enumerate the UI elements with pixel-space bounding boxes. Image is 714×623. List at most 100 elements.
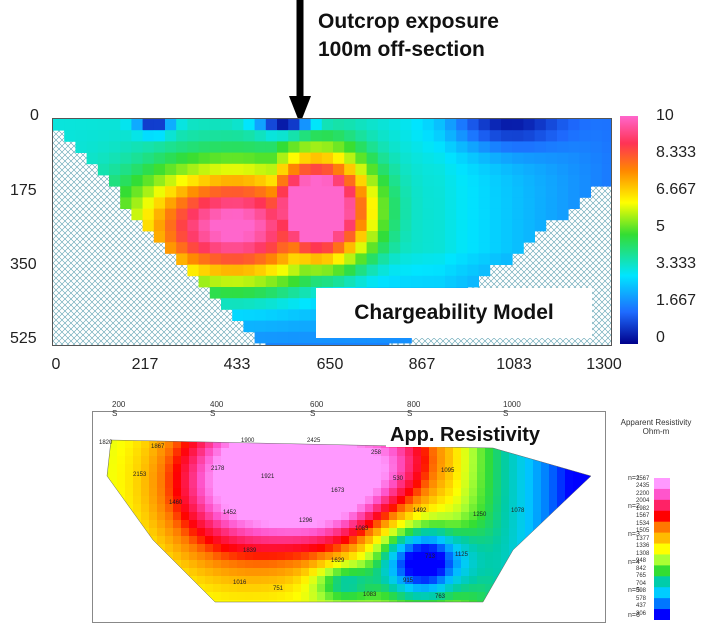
res-cell: [157, 456, 166, 465]
res-cell: [197, 440, 206, 449]
res-cell: [205, 608, 214, 617]
res-cell: [517, 536, 526, 545]
res-cell: [453, 456, 462, 465]
model-cell: [400, 141, 412, 153]
res-cell: [325, 496, 334, 505]
chargeability-title: Chargeability Model: [316, 288, 592, 338]
res-cell: [237, 560, 246, 569]
model-cell: [422, 253, 435, 265]
res-cell: [565, 536, 574, 545]
model-cell: [478, 253, 491, 265]
res-cell: [357, 576, 366, 585]
res-legend-tick: 2435: [636, 483, 650, 490]
model-cell: [445, 275, 457, 288]
res-cell: [141, 584, 150, 593]
res-cell: [477, 496, 486, 505]
res-cell: [301, 576, 310, 585]
res-cell: [269, 488, 278, 497]
model-cell: [310, 264, 323, 277]
model-cell: [366, 275, 379, 288]
res-cell: [269, 448, 278, 457]
model-cell: [165, 208, 177, 221]
res-cell: [525, 512, 534, 521]
res-cell: [107, 568, 110, 577]
res-cell: [197, 536, 206, 545]
res-cell: [493, 600, 502, 602]
res-cell: [269, 496, 278, 505]
res-cell: [93, 464, 102, 473]
model-cell: [221, 253, 233, 265]
res-cell: [277, 440, 286, 449]
res-cell: [589, 488, 591, 497]
res-cell: [253, 600, 262, 602]
res-cell: [301, 520, 310, 529]
res-cell: [461, 600, 470, 602]
res-cell: [549, 456, 558, 465]
res-cell: [349, 528, 358, 537]
res-cell: [389, 488, 398, 497]
model-cell: [221, 219, 233, 232]
model-cell: [265, 264, 278, 277]
model-cell: [277, 163, 289, 176]
y-tick-2: 350: [10, 256, 37, 273]
res-cell: [357, 544, 366, 553]
res-cell: [205, 584, 214, 593]
model-cell: [86, 119, 99, 131]
res-cell: [157, 440, 166, 449]
res-cell: [597, 472, 605, 481]
res-cell: [173, 584, 182, 593]
res-cell: [245, 568, 254, 577]
res-cell: [485, 464, 494, 473]
res-cell: [445, 600, 454, 602]
res-cell: [477, 480, 486, 489]
res-cell: [141, 440, 150, 441]
res-cell: [565, 560, 574, 569]
model-cell: [512, 119, 524, 131]
res-cell: [269, 568, 278, 577]
res-cell: [509, 520, 518, 529]
model-cell: [153, 231, 166, 243]
res-cell: [213, 568, 222, 577]
model-cell: [512, 186, 524, 198]
res-cell: [173, 480, 182, 489]
res-cell: [221, 440, 230, 441]
res-cell: [533, 576, 542, 585]
res-cell: [565, 448, 574, 457]
res-cell: [557, 592, 566, 601]
res-cell: [597, 576, 605, 585]
res-cell: [317, 504, 326, 513]
res-cell: [581, 584, 590, 593]
model-cell: [232, 175, 244, 187]
model-cell: [299, 130, 311, 142]
res-cell: [117, 536, 126, 545]
res-cell: [453, 448, 462, 457]
model-cell: [109, 175, 121, 187]
res-cell: [533, 600, 542, 602]
res-cell: [293, 528, 302, 537]
res-cell: [181, 576, 190, 585]
res-cell: [573, 528, 582, 537]
res-cell: [509, 608, 518, 617]
res-cell: [141, 608, 150, 617]
res-cell: [245, 592, 254, 601]
res-cell: [365, 520, 374, 529]
model-cell: [321, 197, 334, 209]
res-cell: [597, 528, 605, 537]
model-cell: [400, 242, 412, 254]
res-cell: [525, 456, 534, 465]
res-cell: [229, 480, 238, 489]
res-cell: [357, 448, 366, 457]
model-cell: [299, 231, 311, 243]
res-cell: [421, 568, 430, 577]
model-cell: [299, 163, 311, 176]
model-cell: [344, 163, 356, 176]
res-cell: [549, 488, 558, 497]
res-cell: [493, 488, 502, 497]
res-cell: [125, 472, 134, 481]
res-cell: [205, 560, 214, 569]
res-cell: [597, 440, 605, 449]
model-cell: [120, 163, 132, 176]
res-cell: [413, 512, 422, 521]
model-cell: [433, 275, 446, 288]
res-cell: [197, 440, 206, 441]
